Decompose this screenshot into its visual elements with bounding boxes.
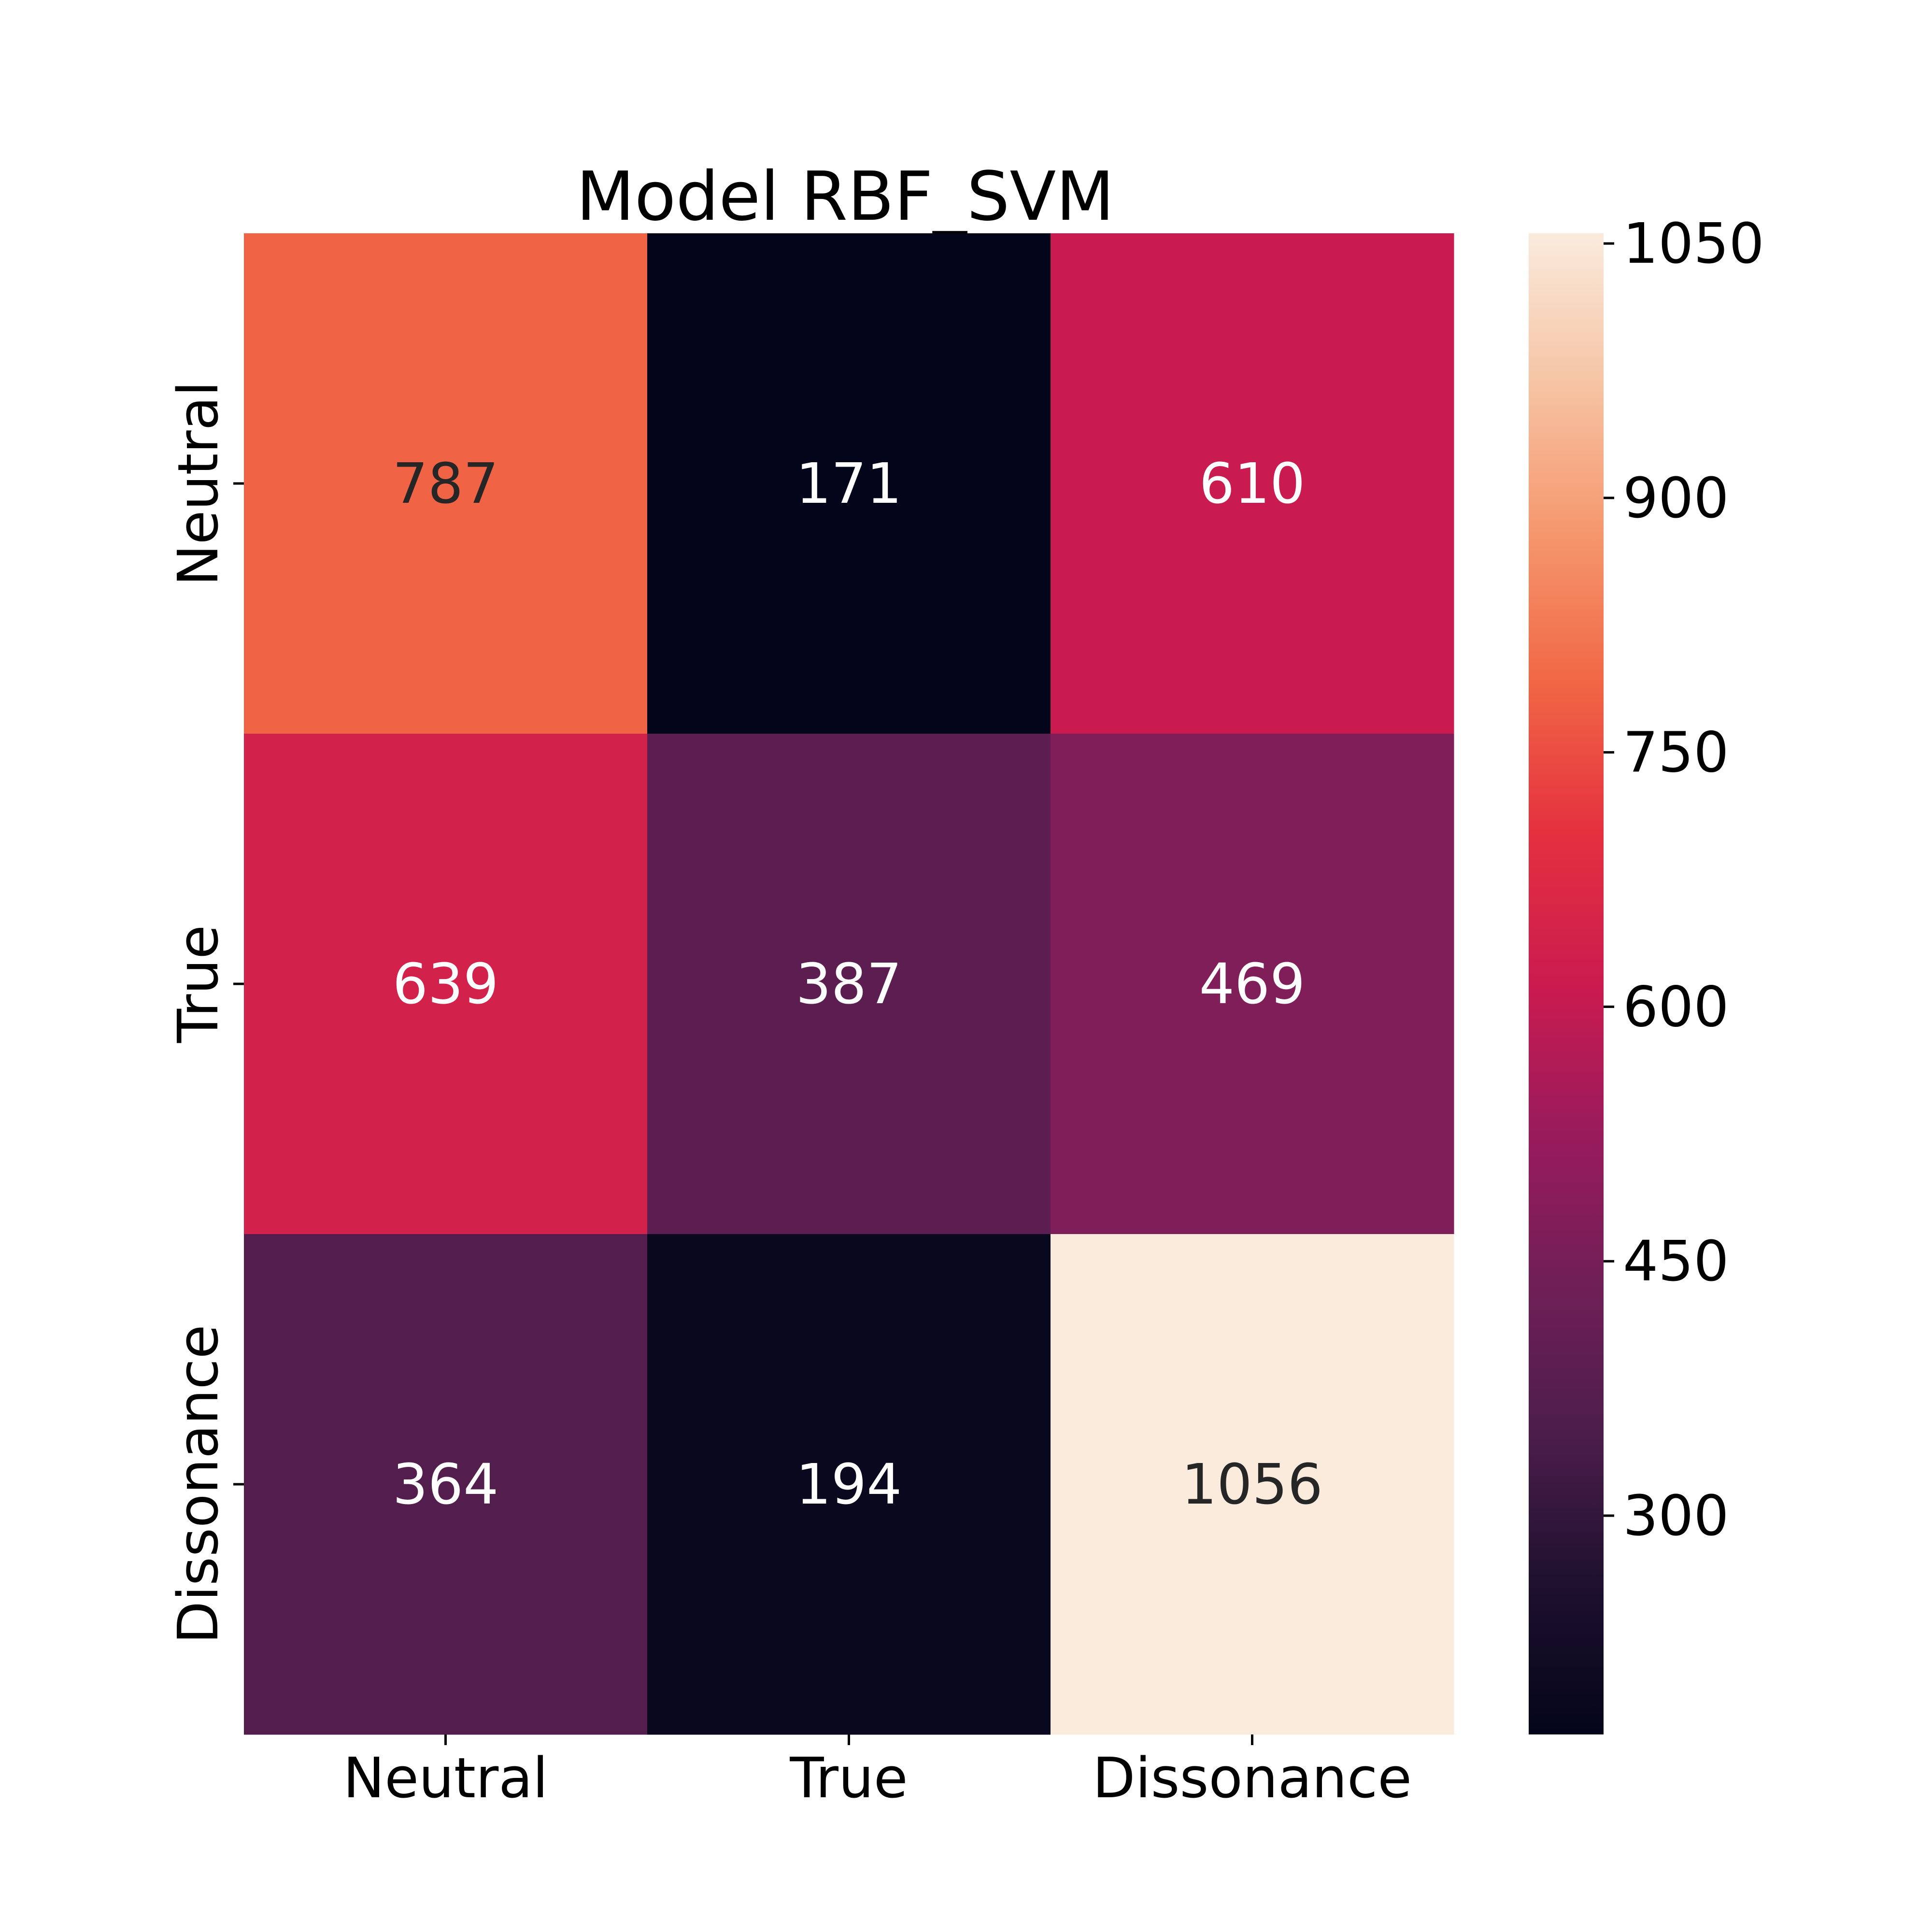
heatmap-cell — [1051, 233, 1454, 734]
heatmap-cell — [244, 734, 648, 1235]
y-tick-label: Dissonance — [166, 1325, 231, 1644]
heatmap-cell — [647, 233, 1051, 734]
colorbar-tick-label: 900 — [1623, 466, 1729, 531]
colorbar-tick-label: 300 — [1623, 1484, 1729, 1548]
chart-title: Model RBF_SVM — [576, 157, 1114, 236]
cell-value-label: 639 — [393, 952, 499, 1017]
colorbar-gradient — [1529, 233, 1604, 1734]
colorbar-tick-label: 600 — [1623, 975, 1729, 1039]
heatmap-cell — [647, 734, 1051, 1235]
heatmap-cell — [647, 1234, 1051, 1735]
cell-value-label: 171 — [796, 452, 902, 516]
x-tick-label: True — [789, 1746, 908, 1811]
cell-value-label: 787 — [393, 452, 499, 516]
heatmap-cell — [244, 233, 648, 734]
y-tick-label: Neutral — [166, 381, 231, 586]
heatmap-cell — [1051, 734, 1454, 1235]
y-axis: Neutral True Dissonance — [166, 381, 244, 1644]
x-tick-label: Dissonance — [1093, 1746, 1412, 1811]
heatmap-cells: 787 171 610 639 387 469 364 194 1056 — [244, 233, 1454, 1735]
x-tick-label: Neutral — [343, 1746, 548, 1811]
colorbar-tick-label: 450 — [1623, 1229, 1729, 1294]
cell-value-label: 387 — [796, 952, 902, 1017]
cell-value-label: 469 — [1199, 952, 1306, 1017]
y-tick-label: True — [166, 925, 231, 1043]
heatmap-cell — [244, 1234, 648, 1735]
cell-value-label: 610 — [1199, 452, 1306, 516]
cell-value-label: 364 — [393, 1452, 499, 1517]
cell-value-label: 194 — [796, 1452, 902, 1517]
cell-value-label: 1056 — [1181, 1452, 1323, 1517]
colorbar: 300 450 600 750 900 1050 — [1529, 212, 1764, 1734]
heatmap-cell — [1051, 1234, 1454, 1735]
colorbar-tick-label: 1050 — [1623, 212, 1764, 276]
colorbar-tick-label: 750 — [1623, 721, 1729, 785]
x-axis: Neutral True Dissonance — [343, 1734, 1412, 1811]
